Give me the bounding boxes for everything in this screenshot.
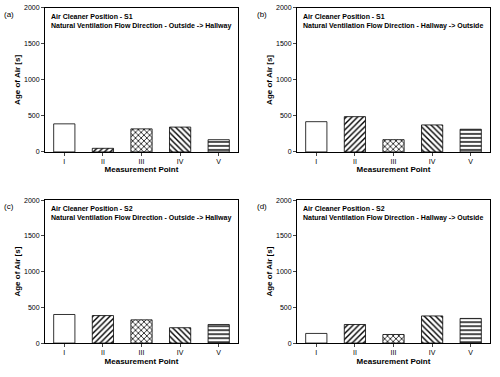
svg-text:1000: 1000 — [24, 76, 40, 83]
svg-text:II: II — [353, 349, 357, 356]
svg-text:Measurement Point: Measurement Point — [357, 357, 431, 366]
svg-text:III: III — [139, 349, 145, 356]
svg-text:Air Cleaner Position - S2Natur: Air Cleaner Position - S2Natural Ventila… — [51, 205, 231, 222]
svg-text:Air Cleaner Position - S1Natur: Air Cleaner Position - S1Natural Ventila… — [303, 13, 483, 30]
svg-text:II: II — [101, 158, 105, 165]
svg-text:0: 0 — [36, 340, 40, 347]
svg-text:1000: 1000 — [276, 76, 292, 83]
svg-text:IV: IV — [177, 349, 184, 356]
svg-text:0: 0 — [288, 148, 292, 155]
svg-text:Measurement Point: Measurement Point — [105, 165, 179, 174]
svg-text:0: 0 — [288, 340, 292, 347]
svg-text:Age of Air [s]: Age of Air [s] — [265, 246, 274, 296]
svg-text:500: 500 — [280, 304, 292, 311]
svg-text:(c): (c) — [4, 202, 14, 211]
svg-text:Age of Air [s]: Age of Air [s] — [265, 55, 274, 105]
svg-text:2000: 2000 — [276, 197, 292, 204]
svg-text:IV: IV — [429, 349, 436, 356]
svg-text:(d): (d) — [257, 202, 267, 211]
svg-text:500: 500 — [280, 112, 292, 119]
svg-text:II: II — [101, 349, 105, 356]
svg-text:Age of Air [s]: Age of Air [s] — [13, 55, 22, 105]
svg-text:I: I — [63, 349, 65, 356]
svg-text:2000: 2000 — [24, 197, 40, 204]
svg-text:1000: 1000 — [24, 268, 40, 275]
svg-text:1500: 1500 — [276, 232, 292, 239]
svg-text:V: V — [216, 158, 221, 165]
svg-text:(b): (b) — [257, 10, 267, 19]
svg-text:III: III — [391, 158, 397, 165]
svg-text:1500: 1500 — [276, 40, 292, 47]
svg-text:I: I — [315, 158, 317, 165]
svg-text:Measurement Point: Measurement Point — [105, 357, 179, 366]
svg-text:III: III — [391, 349, 397, 356]
svg-text:I: I — [63, 158, 65, 165]
svg-text:V: V — [468, 349, 473, 356]
svg-text:IV: IV — [429, 158, 436, 165]
svg-text:2000: 2000 — [24, 4, 40, 11]
svg-text:V: V — [468, 158, 473, 165]
svg-text:2000: 2000 — [276, 4, 292, 11]
svg-text:1000: 1000 — [276, 268, 292, 275]
svg-text:Age of Air [s]: Age of Air [s] — [13, 246, 22, 296]
svg-text:Measurement Point: Measurement Point — [357, 165, 431, 174]
svg-text:500: 500 — [28, 304, 40, 311]
svg-text:V: V — [216, 349, 221, 356]
svg-text:1500: 1500 — [24, 232, 40, 239]
svg-text:IV: IV — [177, 158, 184, 165]
svg-text:1500: 1500 — [24, 40, 40, 47]
svg-text:(a): (a) — [4, 10, 14, 19]
svg-text:II: II — [353, 158, 357, 165]
svg-text:0: 0 — [36, 148, 40, 155]
svg-text:I: I — [315, 349, 317, 356]
svg-text:Air Cleaner Position - S1Natur: Air Cleaner Position - S1Natural Ventila… — [51, 13, 231, 30]
svg-text:500: 500 — [28, 112, 40, 119]
svg-text:Air Cleaner Position - S2Natur: Air Cleaner Position - S2Natural Ventila… — [303, 205, 483, 222]
svg-text:III: III — [139, 158, 145, 165]
